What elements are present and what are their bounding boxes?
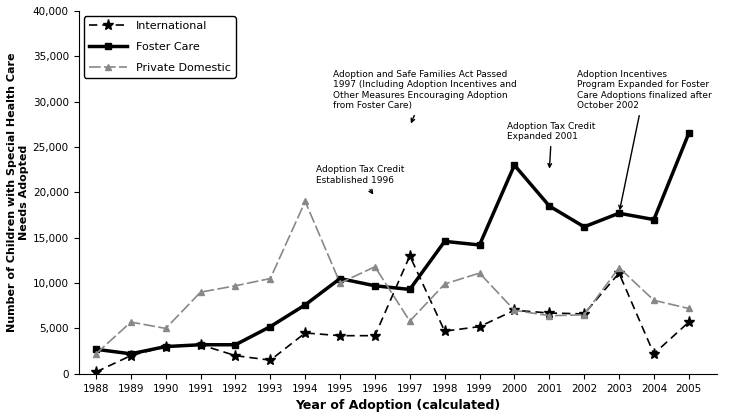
- Legend: International, Foster Care, Private Domestic: International, Foster Care, Private Dome…: [84, 16, 236, 78]
- Text: Adoption Tax Credit
Established 1996: Adoption Tax Credit Established 1996: [316, 165, 404, 193]
- X-axis label: Year of Adoption (calculated): Year of Adoption (calculated): [295, 399, 501, 412]
- Text: Adoption and Safe Families Act Passed
1997 (Including Adoption Incentives and
Ot: Adoption and Safe Families Act Passed 19…: [333, 70, 517, 122]
- Y-axis label: Number of Children with Special Health Care
Needs Adopted: Number of Children with Special Health C…: [7, 53, 29, 332]
- Text: Adoption Tax Credit
Expanded 2001: Adoption Tax Credit Expanded 2001: [507, 122, 596, 167]
- Text: Adoption Incentives
Program Expanded for Foster
Care Adoptions finalized after
O: Adoption Incentives Program Expanded for…: [577, 70, 712, 209]
